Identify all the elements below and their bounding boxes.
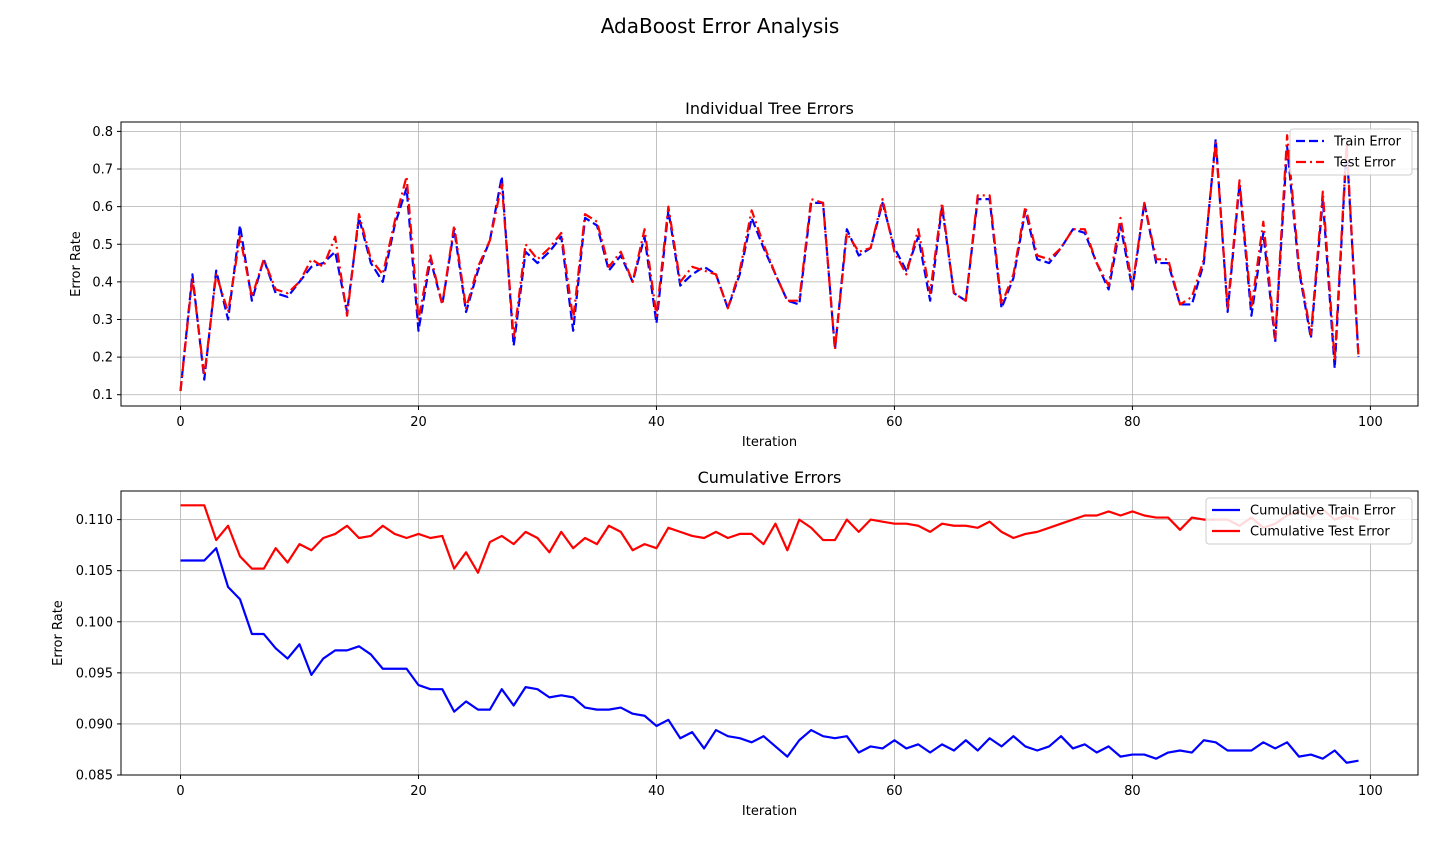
plot-title: Individual Tree Errors [685, 99, 854, 118]
y-tick-label: 0.2 [92, 351, 113, 366]
x-tick-label: 0 [176, 415, 184, 430]
cumulative-errors-plot: 0 20 40 60 80 100 0.085 0.090 0.095 0.100 0.105 0.1… [51, 468, 1419, 819]
legend-label: Train Error [1333, 135, 1402, 150]
y-tick-label: 0.085 [76, 769, 113, 784]
y-tick-label: 0.5 [92, 238, 113, 253]
x-tick-label: 40 [648, 415, 665, 430]
legend-label: Cumulative Train Error [1250, 504, 1396, 519]
individual-tree-errors-plot: 0 20 40 60 80 100 0.1 0.2 0.3 0.4 0.5 0.6 0.7 0.8 Indi… [69, 99, 1419, 450]
series-lines [180, 504, 1359, 764]
x-tick-label: 20 [410, 415, 427, 430]
series-line-train-error [179, 137, 1360, 392]
y-tick-label: 0.105 [76, 564, 113, 579]
legend-label: Cumulative Test Error [1250, 525, 1390, 540]
figure-title: AdaBoost Error Analysis [601, 14, 840, 38]
x-tick-label: 20 [410, 784, 427, 799]
series-line-cumulative-train-error [180, 547, 1359, 764]
x-tick-label: 100 [1358, 415, 1383, 430]
x-axis-label: Iteration [742, 435, 797, 450]
y-tick-label: 0.7 [92, 163, 113, 178]
series-line-test-error [179, 134, 1360, 392]
y-tick-label: 0.095 [76, 666, 113, 681]
legend-box [1205, 497, 1413, 545]
x-tick-label: 60 [886, 784, 903, 799]
x-tick-label: 40 [648, 784, 665, 799]
y-tick-label: 0.4 [92, 275, 113, 290]
plot-title: Cumulative Errors [698, 468, 842, 487]
legend: Cumulative Train Error Cumulative Test Er… [1205, 497, 1413, 545]
x-tick-label: 60 [886, 415, 903, 430]
y-tick-label: 0.110 [76, 513, 113, 528]
axes-frame [120, 490, 1419, 776]
y-axis-label: Error Rate [69, 231, 84, 297]
x-tick-label: 80 [1124, 784, 1141, 799]
series-line-cumulative-test-error [180, 504, 1359, 574]
legend-box [1289, 128, 1413, 176]
x-tick-label: 0 [176, 784, 184, 799]
series-lines [179, 134, 1360, 392]
y-tick-label: 0.3 [92, 313, 113, 328]
y-tick-label: 0.1 [92, 388, 113, 403]
x-tick-label: 80 [1124, 415, 1141, 430]
y-tick-label: 0.100 [76, 615, 113, 630]
y-tick-label: 0.090 [76, 717, 113, 732]
axes-frame [120, 121, 1419, 407]
x-axis-label: Iteration [742, 804, 797, 819]
y-tick-label: 0.8 [92, 125, 113, 140]
y-axis-label: Error Rate [51, 600, 66, 666]
y-tick-label: 0.6 [92, 200, 113, 215]
legend: Train Error Test Error [1289, 128, 1413, 176]
x-tick-label: 100 [1358, 784, 1383, 799]
legend-label: Test Error [1333, 156, 1396, 171]
